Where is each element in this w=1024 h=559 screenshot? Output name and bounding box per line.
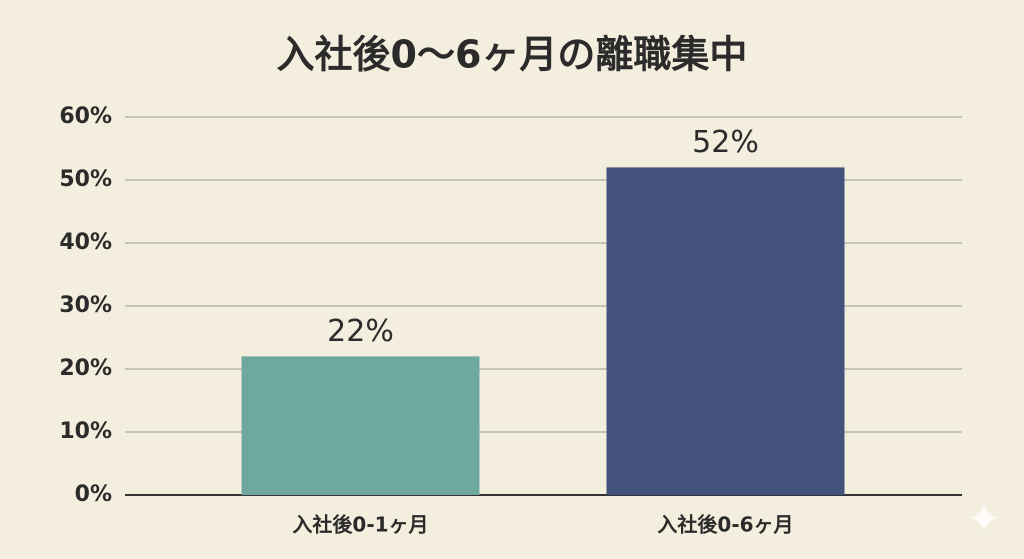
chart-title: 入社後0〜6ヶ月の離職集中 (277, 33, 748, 77)
y-tick-label: 20% (59, 356, 112, 381)
value-label: 52% (692, 125, 759, 160)
y-tick-label: 50% (59, 167, 112, 192)
sparkle-icon (970, 503, 998, 533)
y-tick-label: 30% (59, 293, 112, 318)
value-label: 22% (327, 314, 394, 349)
bar (606, 167, 845, 495)
y-tick-label: 10% (59, 419, 112, 444)
y-tick-label: 0% (75, 482, 112, 507)
x-tick-label: 入社後0-1ヶ月 (292, 513, 428, 537)
y-tick-label: 40% (59, 230, 112, 255)
bar (241, 356, 480, 495)
y-tick-label: 60% (59, 104, 112, 129)
x-tick-label: 入社後0-6ヶ月 (657, 513, 793, 537)
